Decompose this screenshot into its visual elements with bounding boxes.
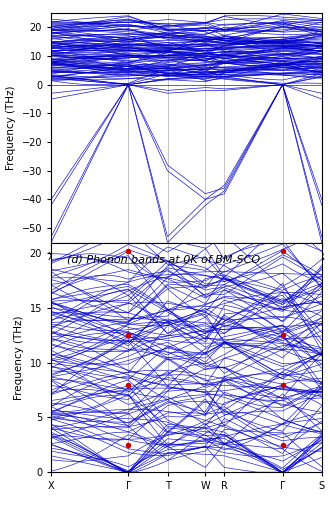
Text: (d) Phonon bands at 0K of BM-SCO.: (d) Phonon bands at 0K of BM-SCO.	[67, 254, 263, 265]
Y-axis label: Frequency (THz): Frequency (THz)	[14, 315, 24, 399]
Y-axis label: Frequency (THz): Frequency (THz)	[6, 86, 16, 170]
